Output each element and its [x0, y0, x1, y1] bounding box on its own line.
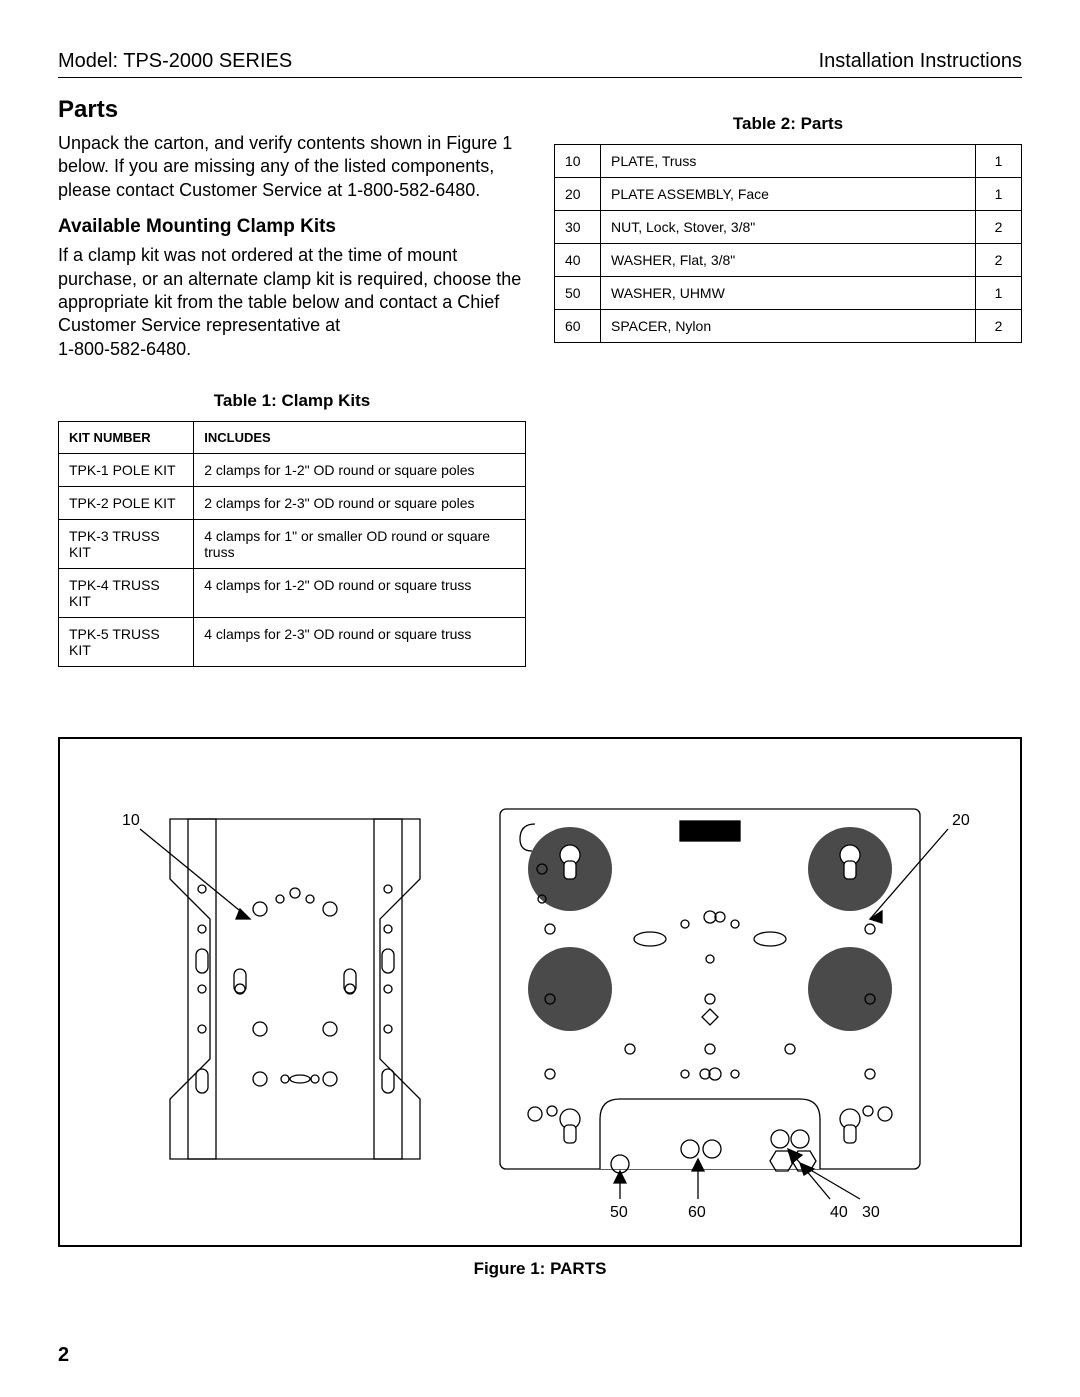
part-num: 30: [555, 211, 601, 244]
table1-caption: Table 1: Clamp Kits: [58, 391, 526, 411]
table-row: TPK-5 TRUSS KIT4 clamps for 2-3" OD roun…: [59, 618, 526, 667]
inc-cell: 4 clamps for 2-3" OD round or square tru…: [194, 618, 526, 667]
parts-table: 10PLATE, Truss1 20PLATE ASSEMBLY, Face1 …: [554, 144, 1022, 343]
part-qty: 2: [976, 244, 1022, 277]
part-num: 50: [555, 277, 601, 310]
figure-caption: Figure 1: PARTS: [58, 1259, 1022, 1279]
intro-paragraph: Unpack the carton, and verify contents s…: [58, 132, 526, 202]
col-kit-number: Kit Number: [59, 422, 194, 454]
callout-30: 30: [862, 1204, 880, 1221]
table-row: 50WASHER, UHMW1: [555, 277, 1022, 310]
table-row: 30NUT, Lock, Stover, 3/8"2: [555, 211, 1022, 244]
right-column: Table 2: Parts 10PLATE, Truss1 20PLATE A…: [554, 96, 1022, 667]
figure-box: 10 20 50 60 40 30: [58, 737, 1022, 1247]
part-desc: NUT, Lock, Stover, 3/8": [601, 211, 976, 244]
callout-10: 10: [122, 812, 140, 829]
table-row: 40WASHER, Flat, 3/8"2: [555, 244, 1022, 277]
page-number: 2: [58, 1344, 69, 1367]
subsection-title: Available Mounting Clamp Kits: [58, 216, 526, 238]
left-column: Parts Unpack the carton, and verify cont…: [58, 96, 526, 667]
part-qty: 1: [976, 145, 1022, 178]
part-qty: 2: [976, 211, 1022, 244]
table-header-row: Kit Number Includes: [59, 422, 526, 454]
table-row: 60SPACER, Nylon2: [555, 310, 1022, 343]
table-row: TPK-3 TRUSS KIT4 clamps for 1" or smalle…: [59, 520, 526, 569]
callout-60: 60: [688, 1204, 706, 1221]
table-row: TPK-1 POLE KIT2 clamps for 1-2" OD round…: [59, 454, 526, 487]
header-rule: [58, 77, 1022, 78]
kit-cell: TPK-4 TRUSS KIT: [59, 569, 194, 618]
part-qty: 1: [976, 277, 1022, 310]
inc-cell: 4 clamps for 1" or smaller OD round or s…: [194, 520, 526, 569]
kit-cell: TPK-2 POLE KIT: [59, 487, 194, 520]
table2-caption: Table 2: Parts: [554, 114, 1022, 134]
inc-cell: 2 clamps for 2-3" OD round or square pol…: [194, 487, 526, 520]
table-row: TPK-4 TRUSS KIT4 clamps for 1-2" OD roun…: [59, 569, 526, 618]
kit-cell: TPK-3 TRUSS KIT: [59, 520, 194, 569]
content-columns: Parts Unpack the carton, and verify cont…: [58, 96, 1022, 667]
part-num: 20: [555, 178, 601, 211]
inc-cell: 4 clamps for 1-2" OD round or square tru…: [194, 569, 526, 618]
part-qty: 2: [976, 310, 1022, 343]
part-desc: WASHER, UHMW: [601, 277, 976, 310]
phone-number: 1-800-582-6480.: [58, 339, 191, 359]
table-row: 10PLATE, Truss1: [555, 145, 1022, 178]
table-row: TPK-2 POLE KIT2 clamps for 2-3" OD round…: [59, 487, 526, 520]
callout-50: 50: [610, 1204, 628, 1221]
model-label: Model: TPS-2000 SERIES: [58, 50, 292, 73]
page-header: Model: TPS-2000 SERIES Installation Inst…: [58, 50, 1022, 73]
doctype-label: Installation Instructions: [819, 50, 1022, 73]
subsection-body: If a clamp kit was not ordered at the ti…: [58, 244, 526, 361]
part-num: 10: [555, 145, 601, 178]
table-row: 20PLATE ASSEMBLY, Face1: [555, 178, 1022, 211]
section-title: Parts: [58, 96, 526, 124]
clamp-kits-table: Kit Number Includes TPK-1 POLE KIT2 clam…: [58, 421, 526, 667]
part-desc: PLATE ASSEMBLY, Face: [601, 178, 976, 211]
callout-20: 20: [952, 812, 970, 829]
kit-cell: TPK-5 TRUSS KIT: [59, 618, 194, 667]
part-num: 60: [555, 310, 601, 343]
part-desc: WASHER, Flat, 3/8": [601, 244, 976, 277]
sub-body-text: If a clamp kit was not ordered at the ti…: [58, 245, 521, 335]
part-num: 40: [555, 244, 601, 277]
part-desc: PLATE, Truss: [601, 145, 976, 178]
kit-cell: TPK-1 POLE KIT: [59, 454, 194, 487]
part-qty: 1: [976, 178, 1022, 211]
part-desc: SPACER, Nylon: [601, 310, 976, 343]
parts-diagram-svg: 10 20 50 60 40 30: [90, 769, 990, 1229]
callout-40: 40: [830, 1204, 848, 1221]
inc-cell: 2 clamps for 1-2" OD round or square pol…: [194, 454, 526, 487]
col-includes: Includes: [194, 422, 526, 454]
